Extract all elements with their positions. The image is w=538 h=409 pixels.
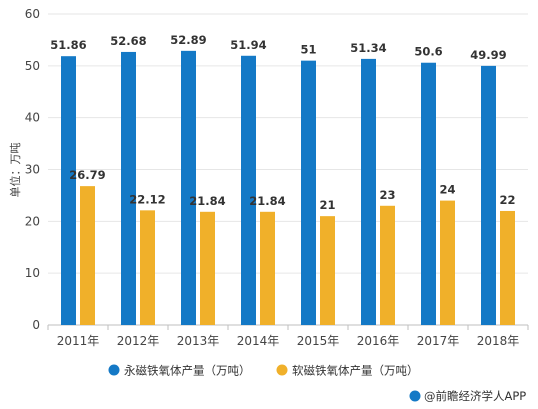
y-tick-label: 0 [32,318,40,332]
data-label: 21 [319,198,335,212]
bar-soft-ferrite [380,205,395,325]
bar-permanent-ferrite [301,60,316,326]
data-label: 51.86 [50,38,86,52]
x-tick-label: 2011年 [57,334,100,348]
y-tick-label: 50 [25,59,40,73]
data-label: 50.6 [414,45,442,59]
data-label: 21.84 [189,194,225,208]
bar-soft-ferrite [80,186,95,325]
data-labels-layer: 51.86 26.79 52.68 22.12 52.89 21.84 51.94 21.84… [50,33,515,212]
source-credit: @前瞻经济学人APP [409,389,526,403]
bar-permanent-ferrite [241,55,256,325]
x-tick-label: 2012年 [117,334,160,348]
bar-permanent-ferrite [361,58,376,325]
grid-layer [47,13,529,330]
x-tick-label: 2017年 [417,334,460,348]
data-label: 52.68 [110,34,146,48]
data-label: 23 [379,188,395,202]
y-axis-label: 单位：万吨 [8,143,22,198]
bar-permanent-ferrite [181,50,196,325]
y-tick-label: 20 [25,214,40,228]
x-tick-label: 2015年 [297,334,340,348]
x-tick-label: 2013年 [177,334,220,348]
bar-soft-ferrite [260,211,275,325]
data-label: 51 [300,43,316,57]
bar-permanent-ferrite [421,62,436,326]
x-tick-label: 2018年 [477,334,520,348]
legend-label-permanent: 永磁铁氧体产量（万吨） [124,364,251,378]
source-logo-icon [409,390,421,402]
data-label: 26.79 [69,168,105,182]
source-text: @前瞻经济学人APP [424,389,526,403]
data-label: 21.84 [249,194,285,208]
data-label: 22.12 [129,192,165,206]
y-tick-label: 60 [25,7,40,21]
bar-soft-ferrite [500,210,515,325]
legend-marker-soft [276,364,288,376]
bar-soft-ferrite [320,216,335,325]
x-tick-label: 2014年 [237,334,280,348]
x-tick-label: 2016年 [357,334,400,348]
y-tick-labels: 0 10 20 30 40 50 60 [25,7,40,332]
legend-marker-permanent [108,364,120,376]
bar-soft-ferrite [440,200,455,325]
legend-label-soft: 软磁铁氧体产量（万吨） [292,364,419,378]
bar-soft-ferrite [140,210,155,325]
y-tick-label: 40 [25,111,40,125]
data-label: 49.99 [470,48,506,62]
data-label: 24 [439,183,455,197]
bar-permanent-ferrite [61,56,76,326]
y-tick-label: 10 [25,266,40,280]
data-label: 51.34 [350,41,386,55]
data-label: 51.94 [230,38,266,52]
data-label: 22 [499,193,515,207]
bar-permanent-ferrite [121,51,136,325]
bar-soft-ferrite [200,211,215,325]
bar-permanent-ferrite [481,65,496,326]
x-tick-labels: 2011年 2012年 2013年 2014年 2015年 2016年 2017年 2018年 [57,334,520,348]
y-tick-label: 30 [25,163,40,177]
bars-layer [61,50,515,326]
data-label: 52.89 [170,33,206,47]
legend: 永磁铁氧体产量（万吨） 软磁铁氧体产量（万吨） [108,364,419,378]
